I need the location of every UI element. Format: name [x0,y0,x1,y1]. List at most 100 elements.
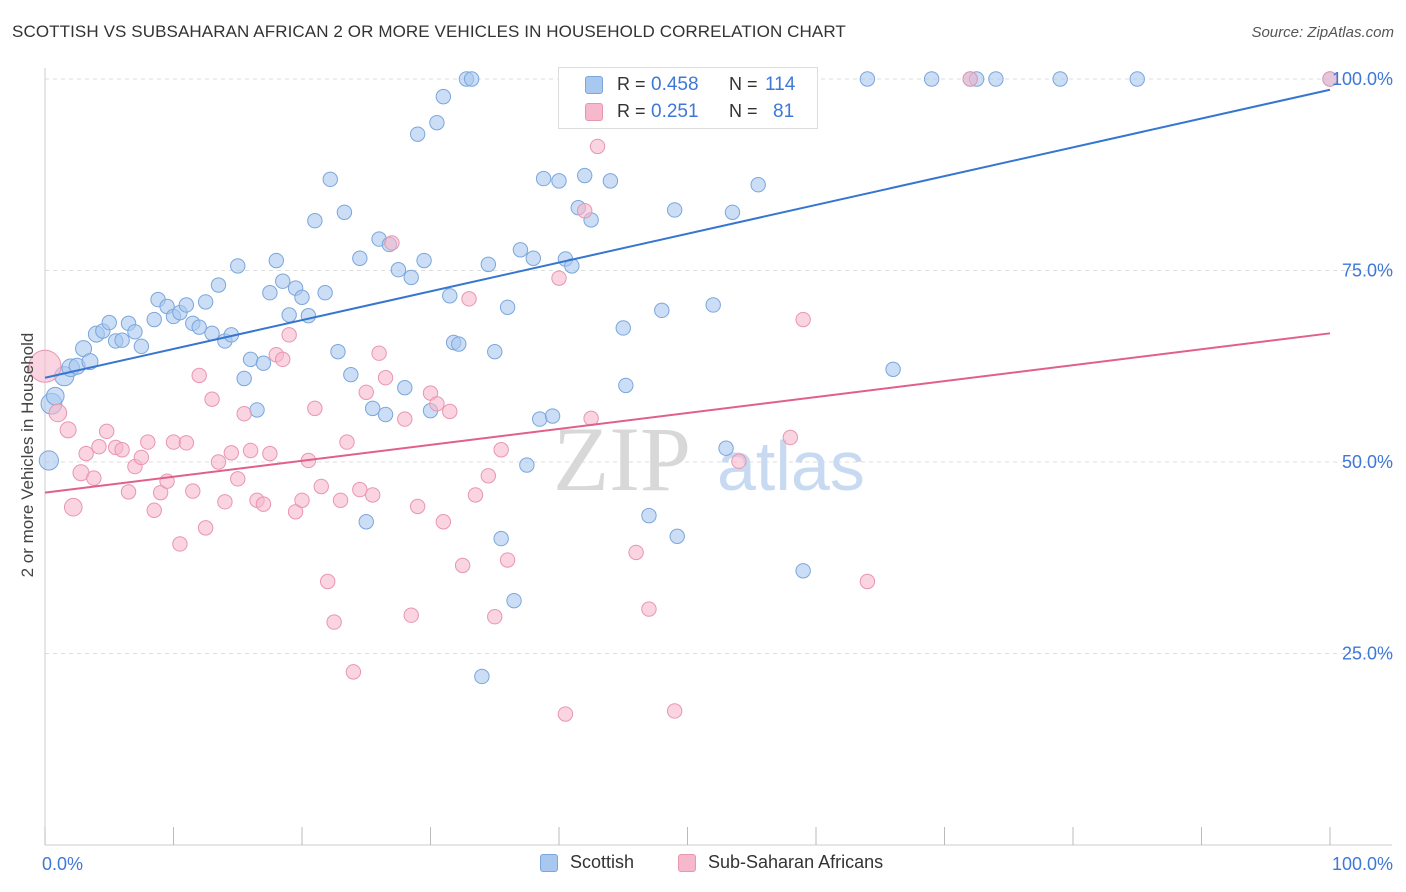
y-axis-label: 2 or more Vehicles in Household [18,333,37,578]
subsaharan-point [551,270,567,286]
scottish-point [724,204,741,220]
r-value: 0.251 [651,101,699,122]
scottish-point [281,307,297,323]
scottish-point [988,71,1004,87]
subsaharan-point [731,453,747,469]
subsaharan-point [91,438,107,455]
subsaharan-point [242,442,259,459]
series-legend: Scottish Sub-Saharan Africans [0,848,1406,878]
y-tick-label: 75.0% [1342,261,1393,281]
scottish-point [317,285,333,301]
trend-lines [44,88,1331,494]
scottish-point [718,440,734,456]
subsaharan-point [795,311,811,328]
scottish-point [127,324,143,340]
subsaharan-point [628,544,644,561]
subsaharan-point [281,327,297,343]
scottish-point [480,256,497,273]
scottish-swatch [585,76,603,94]
scottish-point [403,269,419,286]
scottish-point [1052,71,1068,87]
scottish-point [343,366,359,383]
scottish-point [463,71,480,87]
scottish-point [750,177,766,193]
n-label: N = [729,74,758,94]
subsaharan-point [223,445,240,461]
scottish-point [493,530,509,547]
scottish-point [551,173,567,189]
subsaharan-point [345,664,362,680]
scottish-point [519,457,535,473]
subsaharan-point [371,345,387,361]
scottish-point [666,202,683,218]
subsaharan-point [480,468,497,484]
scottish-point [262,285,278,301]
scottish-point [364,400,381,417]
scottish-legend-label: Scottish [570,852,635,872]
r-label: R = [617,74,646,94]
scottish-point [451,336,467,352]
tick-labels: 25.0% 50.0% 75.0% 100.0% 0.0% 100.0% [42,69,1393,874]
scottish-point [249,402,265,418]
n-label: N = [729,101,758,121]
subsaharan-point [326,614,342,630]
scottish-point [358,514,374,530]
subsaharan-point [59,421,77,439]
r-value: 0.458 [651,74,699,95]
subsaharan-point [1322,71,1338,87]
y-tick-label: 25.0% [1342,644,1393,664]
subsaharan-point [120,484,137,500]
subsaharan-point [191,367,207,384]
subsaharan-point [236,406,252,422]
scottish-point [923,71,940,87]
subsaharan-point [133,449,150,466]
scottish-point [669,528,685,545]
subsaharan-point [377,370,394,386]
subsaharan-point [666,703,683,719]
subsaharan-point [641,601,657,617]
scottish-point [618,377,634,394]
subsaharan-swatch [585,103,603,121]
subsaharan-point [48,403,68,423]
grid [45,78,1392,654]
chart-title: SCOTTISH VS SUBSAHARAN AFRICAN 2 OR MORE… [12,22,846,41]
subsaharan-point [146,502,162,518]
subsaharan-point [859,573,876,590]
subsaharan-point [78,445,94,462]
scottish-point [416,252,432,269]
subsaharan-point [358,384,374,400]
legend-row-subsaharan: R = 0.251 N = 81 [559,101,817,125]
subsaharan-point [197,520,214,536]
subsaharan-point [313,478,329,495]
scottish-point [435,88,452,105]
scottish-point [442,288,458,304]
watermark: ZIP atlas [553,408,865,510]
n-value: 114 [765,74,796,95]
subsaharan-point [493,442,509,458]
y-tick-label: 100.0% [1332,69,1393,89]
subsaharan-point [467,487,484,503]
subsaharan-point [320,573,336,590]
subsaharan-point [152,484,169,501]
subsaharan-point [499,552,516,568]
subsaharan-point [86,470,102,486]
scottish-point [236,370,252,387]
subsaharan-point [589,138,606,155]
subsaharan-point [210,454,227,470]
scottish-point [191,319,207,335]
subsaharan-point [435,514,452,530]
scottish-point [322,171,338,188]
subsaharan-point [454,557,471,574]
subsaharan-point [352,481,368,498]
scottish-point [268,252,284,269]
scottish-point [330,343,346,360]
subsaharan-point [782,429,798,446]
subsaharan-point [178,435,195,451]
scottish-point [429,114,445,131]
subsaharan-legend-label: Sub-Saharan Africans [708,852,884,872]
scottish-point [506,592,522,609]
subsaharan-point [185,483,201,499]
scottish-point [146,311,162,328]
scottish-point [1129,71,1145,87]
source-note: Source: ZipAtlas.com [1251,24,1394,41]
